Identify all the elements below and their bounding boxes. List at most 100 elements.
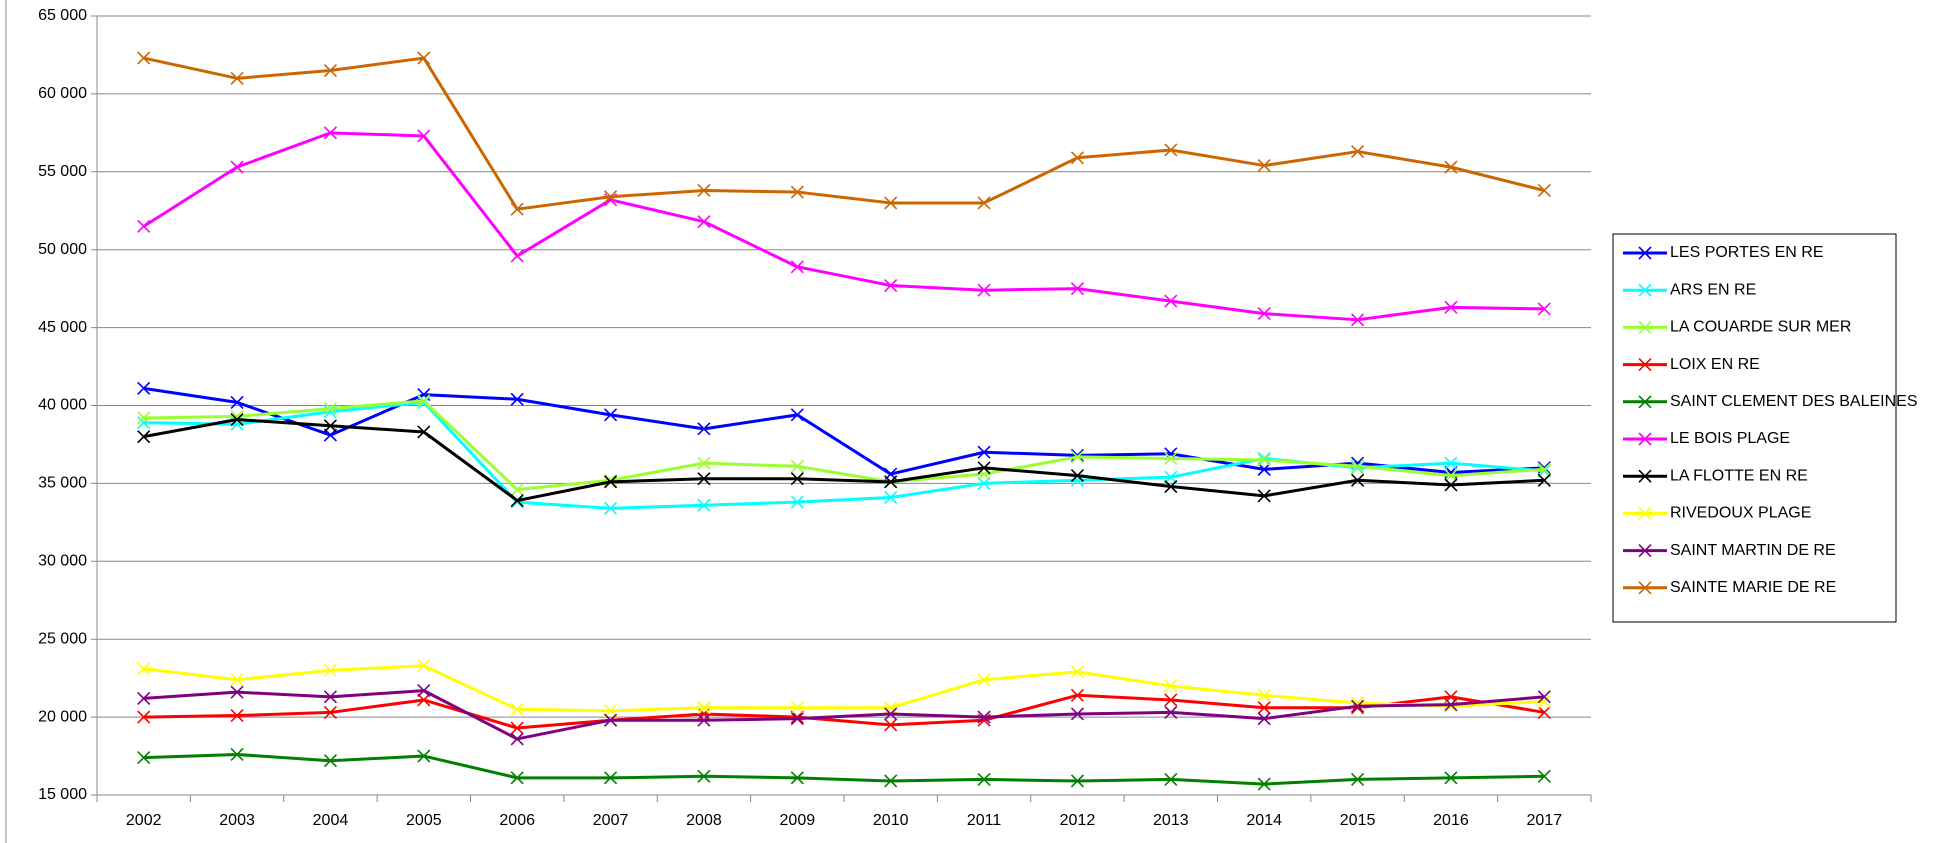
legend-box bbox=[1612, 233, 1897, 623]
legend-marker bbox=[1638, 544, 1652, 558]
marker bbox=[790, 712, 804, 726]
series-line bbox=[142, 131, 1545, 322]
marker bbox=[1257, 489, 1271, 503]
x-tick-label: 2010 bbox=[873, 812, 909, 829]
marker bbox=[1537, 464, 1551, 478]
marker bbox=[1164, 479, 1178, 494]
legend-label: LA FLOTTE EN RE bbox=[1670, 467, 1808, 484]
marker bbox=[1444, 300, 1458, 314]
marker bbox=[884, 196, 898, 210]
marker bbox=[1070, 282, 1085, 296]
marker bbox=[417, 394, 431, 408]
marker bbox=[1537, 462, 1551, 476]
y-tick-label: 30 000 bbox=[38, 553, 87, 570]
legend-label: ARS EN RE bbox=[1670, 281, 1756, 298]
marker bbox=[137, 751, 151, 765]
series-line bbox=[143, 752, 1545, 786]
legend-label: LOIX EN RE bbox=[1670, 356, 1760, 373]
legend-label: LE BOIS PLAGE bbox=[1670, 430, 1790, 447]
marker bbox=[1070, 774, 1085, 788]
marker bbox=[1350, 313, 1365, 327]
marker bbox=[137, 411, 151, 425]
series-line bbox=[143, 399, 1545, 492]
y-tick-label: 50 000 bbox=[38, 241, 87, 258]
marker bbox=[323, 705, 338, 719]
legend-marker bbox=[1638, 581, 1652, 595]
marker bbox=[137, 219, 151, 233]
marker bbox=[790, 260, 804, 274]
marker bbox=[790, 472, 804, 486]
marker bbox=[1070, 448, 1085, 462]
marker bbox=[603, 771, 618, 785]
marker bbox=[137, 430, 151, 444]
marker bbox=[1070, 469, 1085, 483]
marker bbox=[790, 771, 804, 785]
x-tick-label: 2014 bbox=[1246, 812, 1282, 829]
marker bbox=[603, 501, 618, 515]
marker bbox=[603, 475, 618, 489]
legend-label: RIVEDOUX PLAGE bbox=[1670, 505, 1811, 522]
x-tick-label: 2007 bbox=[593, 812, 629, 829]
marker bbox=[230, 747, 244, 762]
marker bbox=[323, 690, 338, 704]
marker bbox=[417, 425, 431, 439]
legend-label: SAINT CLEMENT DES BALEINES bbox=[1670, 393, 1917, 410]
marker bbox=[1164, 451, 1178, 466]
marker bbox=[884, 707, 898, 721]
y-tick-label: 25 000 bbox=[38, 630, 87, 647]
series bbox=[137, 395, 1551, 515]
marker bbox=[884, 774, 898, 788]
y-tick-label: 35 000 bbox=[38, 475, 87, 492]
marker bbox=[790, 495, 804, 509]
legend-label: LES PORTES EN RE bbox=[1670, 244, 1824, 261]
marker bbox=[1070, 707, 1085, 721]
series-line bbox=[143, 418, 1545, 503]
marker bbox=[1444, 160, 1458, 174]
marker bbox=[1350, 459, 1365, 473]
marker bbox=[510, 483, 524, 497]
x-tick-label: 2002 bbox=[126, 812, 162, 829]
marker bbox=[603, 190, 618, 204]
y-tick-label: 65 000 bbox=[38, 7, 87, 24]
marker bbox=[697, 701, 711, 715]
series bbox=[137, 747, 1551, 791]
marker bbox=[323, 754, 338, 768]
marker bbox=[417, 693, 431, 707]
marker bbox=[884, 475, 898, 489]
marker bbox=[1257, 159, 1271, 173]
marker bbox=[1444, 469, 1458, 483]
y-tick-label: 15 000 bbox=[38, 786, 87, 803]
marker bbox=[977, 673, 991, 687]
marker bbox=[697, 498, 711, 512]
marker bbox=[1257, 453, 1271, 467]
series-line bbox=[143, 689, 1545, 741]
marker bbox=[1257, 451, 1271, 466]
marker bbox=[790, 701, 804, 715]
marker bbox=[1070, 450, 1085, 464]
marker bbox=[1257, 688, 1271, 702]
legend-marker bbox=[1638, 395, 1652, 409]
marker bbox=[603, 473, 618, 487]
marker bbox=[510, 202, 524, 216]
marker bbox=[1444, 698, 1458, 712]
legend-label: LA COUARDE SUR MER bbox=[1670, 319, 1851, 336]
marker bbox=[977, 467, 991, 481]
marker bbox=[1537, 769, 1551, 783]
legend-marker bbox=[1638, 246, 1652, 260]
y-tick-label: 40 000 bbox=[38, 397, 87, 414]
marker bbox=[1444, 456, 1458, 470]
marker bbox=[510, 721, 524, 735]
marker bbox=[1164, 470, 1178, 484]
marker bbox=[137, 662, 151, 676]
marker bbox=[323, 419, 338, 433]
marker bbox=[1164, 772, 1178, 786]
series-line bbox=[143, 56, 1545, 211]
marker bbox=[1444, 699, 1458, 713]
legend-label: SAINTE MARIE DE RE bbox=[1670, 579, 1836, 596]
marker bbox=[510, 771, 524, 785]
marker bbox=[1350, 144, 1365, 159]
marker bbox=[230, 71, 244, 85]
marker bbox=[977, 196, 991, 210]
marker bbox=[137, 710, 151, 724]
marker bbox=[1070, 688, 1085, 702]
